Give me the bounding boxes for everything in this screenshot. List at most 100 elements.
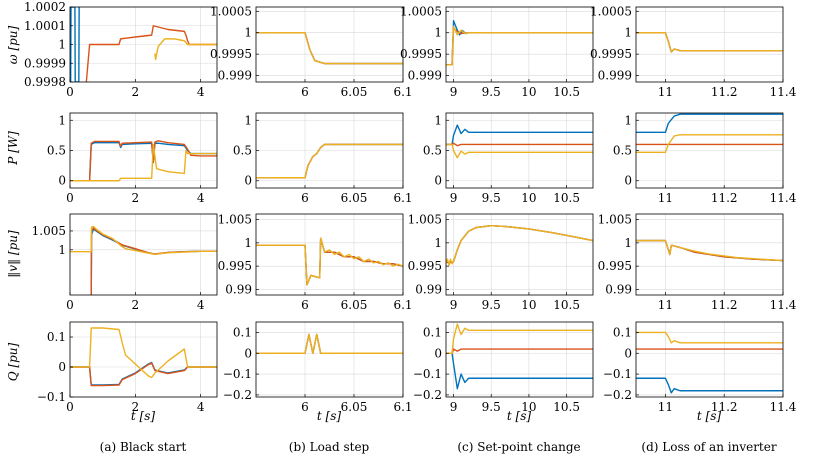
- row-ylabel-1: P [W]: [6, 131, 20, 166]
- series-line-1: [70, 362, 217, 387]
- axes-frame: [255, 6, 404, 83]
- y-tick-label: 1: [434, 26, 442, 40]
- x-tick-label: 0: [66, 400, 74, 414]
- y-tick-label: 0: [244, 346, 252, 360]
- x-tick-label: 6: [301, 400, 309, 414]
- row-ylabel-3: Q [pu]: [6, 342, 20, 381]
- x-tick-label: 11: [658, 400, 673, 414]
- x-tick-label: 6.1: [393, 85, 412, 99]
- y-tick-label: 0.995: [218, 259, 252, 273]
- series-line-0: [256, 143, 403, 179]
- x-tick-label: 11.4: [770, 191, 797, 205]
- x-tick-label: 6.1: [393, 191, 412, 205]
- y-tick-label: 0: [58, 360, 66, 374]
- col-xlabel-1: t [s]: [317, 409, 341, 423]
- series-group: [256, 143, 403, 179]
- series-group: [636, 113, 783, 154]
- series-line-1: [636, 32, 783, 53]
- axes-frame: [635, 213, 784, 296]
- y-tick-label: −0.2: [223, 388, 252, 402]
- series-group: [256, 237, 403, 286]
- panel-r0-c1: 6 6.05 6.1 0.999 0.9995 1 1.0005: [210, 4, 413, 99]
- series-line-1: [446, 142, 593, 147]
- panel-r2-c2: 9 9.5 10 10.5 0.99 0.995 1 1.005: [408, 213, 594, 312]
- y-tick-label: 1: [624, 113, 632, 127]
- series-line-0: [90, 228, 217, 295]
- y-tick-label: 0.999: [218, 69, 252, 83]
- series-line-2: [256, 237, 403, 286]
- y-tick-label: 0.9995: [590, 47, 632, 61]
- series-group: [446, 224, 593, 266]
- series-line-2: [70, 327, 217, 379]
- panel-r0-c3: 11 11.2 11.4 0.999 0.9995 1 1.0005: [590, 4, 797, 99]
- y-tick-label: 1.005: [32, 224, 66, 238]
- x-tick-label: 9.5: [482, 85, 501, 99]
- y-tick-label: 0.5: [47, 144, 66, 158]
- y-tick-label: −0.2: [603, 388, 632, 402]
- x-tick-label: 6: [301, 85, 309, 99]
- caption-c: (c) Set-point change: [457, 440, 580, 454]
- y-tick-label: 0.999: [598, 69, 632, 83]
- series-line-2: [446, 25, 593, 66]
- axes-frame: [635, 6, 784, 83]
- series-group: [70, 140, 217, 182]
- series-line-2: [446, 143, 593, 159]
- y-tick-label: 0.995: [408, 259, 442, 273]
- y-tick-label: 1: [434, 236, 442, 250]
- y-tick-label: −0.1: [413, 367, 442, 381]
- series-line-2: [446, 323, 593, 354]
- series-group: [636, 331, 783, 394]
- x-tick-label: 9: [450, 298, 458, 312]
- series-line-1: [256, 333, 403, 354]
- series-group: [70, 327, 217, 387]
- axes-frame: [445, 213, 594, 296]
- series-line-2: [636, 239, 783, 262]
- panel-r2-c1: 6 6.05 6.1 0.99 0.995 1 1.005: [218, 213, 413, 312]
- x-tick-label: 11.4: [770, 400, 797, 414]
- x-tick-label: 10: [521, 191, 536, 205]
- row-labels: ω [pu] P [W] ‖v‖ [pu] Q [pu]: [6, 25, 20, 381]
- series-group: [256, 32, 403, 65]
- series-line-0: [446, 124, 593, 146]
- panel-r1-c0: 0 2 4 0 0.5 1: [47, 112, 218, 205]
- panel-r0-c0: 0 2 4 0.9998 0.9999 1 1.0001 1.0002: [24, 0, 218, 99]
- y-tick-label: −0.1: [603, 367, 632, 381]
- caption-b: (b) Load step: [289, 440, 370, 454]
- y-tick-label: −0.1: [223, 367, 252, 381]
- x-tick-label: 6: [301, 191, 309, 205]
- y-tick-label: 0.995: [598, 259, 632, 273]
- x-tick-label: 6.05: [341, 298, 368, 312]
- series-line-0: [446, 20, 593, 66]
- panel-r3-c0: 0 2 4−0.100.1: [37, 321, 218, 414]
- y-tick-label: 0.9995: [210, 47, 252, 61]
- y-tick-label: 0: [58, 174, 66, 188]
- y-tick-label: 1: [244, 26, 252, 40]
- y-tick-label: 1.0005: [210, 4, 252, 18]
- y-tick-label: 0: [624, 346, 632, 360]
- series-line-2: [446, 224, 593, 266]
- series-line-0: [70, 361, 217, 386]
- x-tick-label: 4: [197, 85, 205, 99]
- x-tick-label: 9: [450, 85, 458, 99]
- x-tick-label: 10.5: [553, 400, 580, 414]
- y-tick-label: 0.5: [423, 144, 442, 158]
- y-tick-label: 0.9998: [24, 75, 66, 89]
- x-tick-label: 9.5: [482, 400, 501, 414]
- col-labels: t [s] t [s] t [s] t [s] (a) Black start …: [100, 409, 777, 454]
- x-tick-label: 9: [450, 400, 458, 414]
- x-tick-label: 6.05: [341, 85, 368, 99]
- series-line-2: [70, 225, 217, 256]
- col-xlabel-3: t [s]: [697, 409, 721, 423]
- y-tick-label: 1: [244, 236, 252, 250]
- x-tick-label: 4: [197, 298, 205, 312]
- y-tick-label: 1: [58, 243, 66, 257]
- series-group: [446, 20, 593, 66]
- y-tick-label: 0.1: [233, 325, 252, 339]
- y-tick-label: 0.1: [613, 325, 632, 339]
- col-xlabel-2: t [s]: [507, 409, 531, 423]
- x-tick-label: 11.2: [711, 191, 738, 205]
- y-tick-label: 1.0005: [590, 4, 632, 18]
- y-tick-label: 1: [244, 113, 252, 127]
- series-group: [70, 225, 217, 295]
